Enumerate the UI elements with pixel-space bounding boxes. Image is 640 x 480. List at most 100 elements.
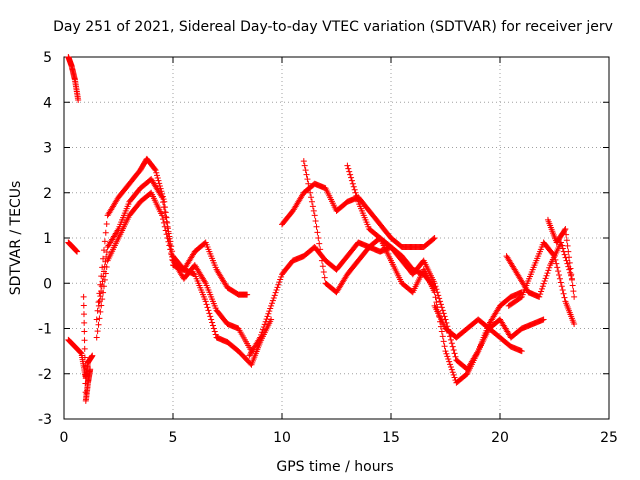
data-point xyxy=(210,325,217,332)
data-point xyxy=(103,248,110,255)
series-3 xyxy=(80,293,94,404)
data-point xyxy=(89,352,96,359)
data-point xyxy=(264,313,271,320)
data-point xyxy=(100,268,107,275)
data-point xyxy=(431,280,438,287)
data-point xyxy=(308,194,315,201)
data-point xyxy=(559,245,566,252)
y-tick-label: -2 xyxy=(38,367,52,383)
data-point xyxy=(102,258,109,265)
data-point xyxy=(446,358,453,365)
data-point xyxy=(80,293,87,300)
data-point xyxy=(269,300,276,307)
data-point xyxy=(348,177,355,184)
data-point xyxy=(445,356,452,363)
series-14 xyxy=(544,216,578,300)
data-point xyxy=(168,243,175,250)
data-point xyxy=(310,207,317,214)
data-point xyxy=(81,319,88,326)
data-point xyxy=(154,175,161,182)
data-point xyxy=(162,227,169,234)
data-point xyxy=(268,302,275,309)
data-point xyxy=(558,242,565,249)
data-point xyxy=(566,259,573,266)
data-point xyxy=(274,284,281,291)
data-point xyxy=(432,283,439,290)
data-point xyxy=(319,263,326,270)
data-point xyxy=(169,248,176,255)
data-point xyxy=(308,198,315,205)
data-point xyxy=(537,291,544,298)
data-point xyxy=(439,307,446,314)
data-point xyxy=(450,346,457,353)
x-tick-label: 15 xyxy=(382,430,400,446)
data-point xyxy=(205,307,212,314)
series-5 xyxy=(93,189,255,355)
data-point xyxy=(447,361,454,368)
data-point xyxy=(318,251,325,258)
y-tick-label: 2 xyxy=(43,186,52,202)
x-axis-title: GPS time / hours xyxy=(276,459,393,475)
data-point xyxy=(538,285,545,292)
data-point xyxy=(103,253,110,260)
data-point xyxy=(346,168,353,175)
data-point xyxy=(345,165,352,172)
data-point xyxy=(449,369,456,376)
data-point xyxy=(278,273,285,280)
data-point xyxy=(444,353,451,360)
data-point xyxy=(77,349,84,356)
data-point xyxy=(202,298,209,305)
data-point xyxy=(443,350,450,357)
series-9 xyxy=(300,158,525,386)
series-8 xyxy=(279,180,438,251)
data-point xyxy=(561,227,568,234)
data-point xyxy=(542,275,549,282)
data-point xyxy=(156,182,163,189)
data-point xyxy=(209,322,216,329)
data-point xyxy=(305,180,312,187)
data-point xyxy=(163,218,170,225)
data-point xyxy=(81,337,88,344)
data-point xyxy=(166,233,173,240)
data-point xyxy=(153,169,160,176)
data-point xyxy=(540,316,547,323)
data-point xyxy=(351,186,358,193)
data-point xyxy=(567,265,574,272)
series-12 xyxy=(503,239,575,300)
data-point xyxy=(438,304,445,311)
x-tick-label: 10 xyxy=(273,430,291,446)
data-point xyxy=(440,310,447,317)
series-10 xyxy=(344,162,547,373)
data-point xyxy=(304,176,311,183)
data-point xyxy=(244,291,251,298)
data-point xyxy=(552,256,559,263)
data-point xyxy=(441,343,448,350)
data-point xyxy=(436,295,443,302)
data-point xyxy=(316,240,323,247)
data-point xyxy=(348,174,355,181)
data-point xyxy=(162,213,169,220)
data-point xyxy=(82,363,89,370)
data-point xyxy=(265,310,272,317)
data-point xyxy=(347,171,354,178)
data-point xyxy=(160,219,167,226)
data-point xyxy=(207,313,214,320)
data-point xyxy=(160,204,167,211)
data-point xyxy=(95,302,102,309)
data-point xyxy=(311,212,318,219)
data-point xyxy=(433,299,440,306)
y-tick-label: 0 xyxy=(43,276,52,292)
data-point xyxy=(87,366,94,373)
data-point xyxy=(557,279,564,286)
data-point xyxy=(167,238,174,245)
data-point xyxy=(518,348,525,355)
data-point xyxy=(543,272,550,279)
data-point xyxy=(156,180,163,187)
data-point xyxy=(266,308,273,315)
data-point xyxy=(97,308,104,315)
y-tick-label: 1 xyxy=(43,231,52,247)
data-point xyxy=(561,251,568,258)
data-point xyxy=(272,289,279,296)
data-point xyxy=(545,267,552,274)
